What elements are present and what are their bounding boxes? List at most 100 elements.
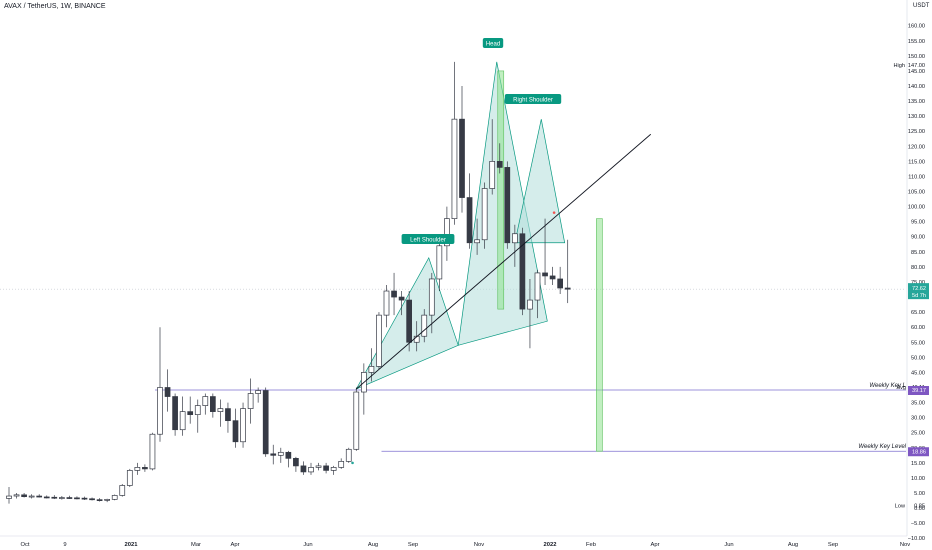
candle[interactable] bbox=[376, 312, 382, 370]
candle[interactable] bbox=[58, 496, 65, 500]
candle-body bbox=[157, 387, 163, 435]
candle[interactable] bbox=[277, 447, 284, 463]
candle[interactable] bbox=[330, 465, 337, 475]
price-tick-label: 35.00 bbox=[911, 401, 925, 407]
candle[interactable] bbox=[293, 456, 299, 472]
candle[interactable] bbox=[557, 266, 564, 295]
candle[interactable] bbox=[511, 224, 518, 267]
candle[interactable] bbox=[444, 206, 450, 261]
avg-price-tag: 39.17 bbox=[908, 386, 929, 395]
candle[interactable] bbox=[104, 498, 111, 503]
candle-body bbox=[6, 495, 12, 499]
candle[interactable] bbox=[81, 496, 88, 500]
candle[interactable] bbox=[300, 461, 307, 475]
candle-body bbox=[330, 467, 337, 471]
candle[interactable] bbox=[323, 462, 329, 474]
candle[interactable] bbox=[89, 497, 95, 501]
candle[interactable] bbox=[66, 495, 73, 500]
candle[interactable] bbox=[240, 402, 246, 448]
candle[interactable] bbox=[21, 493, 27, 498]
candle[interactable] bbox=[398, 291, 405, 316]
head-label[interactable]: Head bbox=[482, 38, 504, 48]
candle[interactable] bbox=[436, 236, 443, 292]
candle[interactable] bbox=[564, 239, 571, 304]
candle[interactable] bbox=[28, 494, 35, 499]
candle[interactable] bbox=[308, 462, 314, 475]
candle[interactable] bbox=[527, 278, 533, 349]
candle[interactable] bbox=[262, 387, 269, 457]
candle[interactable] bbox=[74, 496, 80, 500]
candle-body bbox=[444, 218, 450, 247]
candle[interactable] bbox=[459, 85, 465, 213]
time-tick-label: Sep bbox=[828, 542, 838, 548]
candle-body bbox=[96, 499, 103, 502]
candle[interactable] bbox=[474, 218, 480, 255]
candle[interactable] bbox=[270, 444, 277, 465]
candle[interactable] bbox=[383, 284, 390, 328]
candle[interactable] bbox=[406, 291, 412, 352]
candle[interactable] bbox=[345, 447, 352, 463]
candle[interactable] bbox=[315, 462, 322, 471]
candle[interactable] bbox=[51, 495, 58, 500]
candle[interactable] bbox=[338, 458, 345, 469]
candle[interactable] bbox=[111, 494, 118, 501]
left-shoulder-label-bg bbox=[401, 234, 455, 244]
candle[interactable] bbox=[255, 387, 261, 403]
candle[interactable] bbox=[489, 119, 496, 195]
avg-label: Avg bbox=[896, 385, 906, 391]
candle[interactable] bbox=[285, 450, 292, 468]
left-shoulder-label[interactable]: Left Shoulder bbox=[401, 234, 455, 244]
highlight-box-layer bbox=[497, 70, 603, 452]
price-tick-label: 55.00 bbox=[911, 340, 925, 346]
candle[interactable] bbox=[361, 363, 367, 415]
candle[interactable] bbox=[126, 468, 133, 487]
candle[interactable] bbox=[13, 493, 20, 499]
candle[interactable] bbox=[247, 378, 254, 424]
candle[interactable] bbox=[172, 393, 178, 436]
candle[interactable] bbox=[519, 227, 526, 316]
candle[interactable] bbox=[157, 327, 163, 442]
candle[interactable] bbox=[217, 399, 224, 427]
candle[interactable] bbox=[210, 393, 216, 418]
candle[interactable] bbox=[225, 402, 231, 433]
candle[interactable] bbox=[119, 483, 126, 497]
candle[interactable] bbox=[164, 369, 171, 412]
candle[interactable] bbox=[96, 498, 103, 502]
price-tick-label: 135.00 bbox=[908, 99, 925, 105]
candle[interactable] bbox=[481, 182, 488, 249]
candle[interactable] bbox=[504, 161, 511, 249]
right-shoulder-label[interactable]: Right Shoulder bbox=[504, 94, 562, 104]
price-tick-label: 95.00 bbox=[911, 220, 925, 226]
candle[interactable] bbox=[451, 61, 458, 225]
candle[interactable] bbox=[534, 269, 541, 319]
price-tick-label: 155.00 bbox=[908, 39, 925, 45]
candle-body bbox=[119, 485, 126, 496]
candle[interactable] bbox=[194, 399, 201, 433]
neckline-trendline[interactable] bbox=[356, 133, 652, 390]
candle[interactable] bbox=[391, 272, 397, 316]
candle[interactable] bbox=[43, 495, 50, 499]
candle[interactable] bbox=[202, 393, 209, 415]
candle[interactable] bbox=[549, 266, 556, 285]
ticker-title[interactable]: AVAX / TetherUS, 1W, BINANCE bbox=[4, 3, 106, 10]
countdown-value: 5d 7h bbox=[912, 293, 926, 299]
candle-body bbox=[436, 245, 443, 280]
candle[interactable] bbox=[149, 432, 156, 471]
candle[interactable] bbox=[179, 396, 186, 436]
candle[interactable] bbox=[466, 173, 473, 249]
candle[interactable] bbox=[134, 462, 141, 475]
time-tick-label: 2022 bbox=[544, 542, 557, 548]
time-axis: Oct 9 2021 Mar Apr Jun Aug Sep Nov 2022 Feb Apr Jun A… bbox=[0, 535, 910, 548]
candle[interactable] bbox=[187, 396, 194, 424]
candle[interactable] bbox=[6, 486, 12, 504]
candle[interactable] bbox=[353, 387, 360, 451]
candle[interactable] bbox=[142, 464, 148, 472]
candle[interactable] bbox=[542, 218, 548, 285]
candle[interactable] bbox=[232, 408, 239, 448]
candle[interactable] bbox=[36, 494, 43, 498]
candle-body bbox=[285, 451, 292, 459]
candle[interactable] bbox=[421, 309, 428, 343]
candle[interactable] bbox=[496, 143, 503, 174]
candle-body bbox=[323, 465, 329, 471]
